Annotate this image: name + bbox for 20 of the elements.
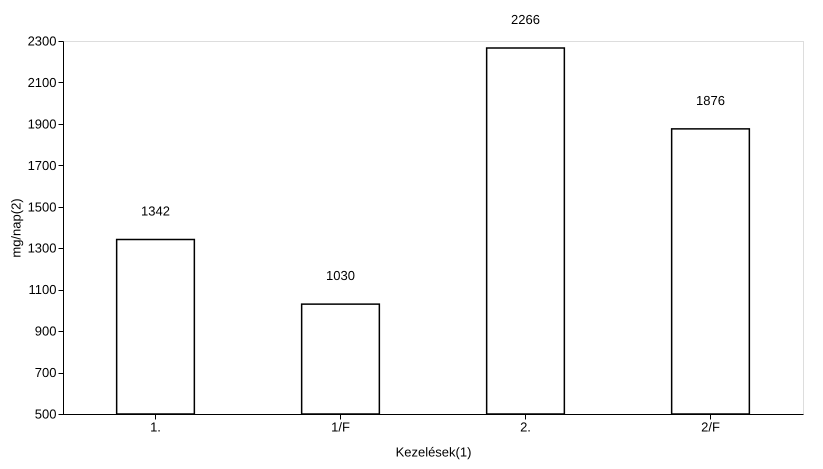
y-tick-label: 500 (34, 406, 56, 422)
y-tick-label: 1300 (28, 240, 56, 256)
y-axis-title: mg/nap(2) (8, 198, 24, 258)
y-tick-label: 1900 (28, 116, 56, 132)
x-tick-label: 1. (150, 420, 161, 434)
data-label: 1030 (326, 268, 355, 284)
y-tick-label: 2100 (28, 74, 56, 90)
data-label: 1342 (141, 204, 170, 219)
y-tick-label: 900 (34, 324, 56, 339)
data-label: 1876 (696, 92, 725, 108)
x-tick-label: 2. (520, 420, 531, 434)
y-tick-label: 700 (34, 365, 56, 380)
y-tick-label: 1500 (28, 199, 56, 214)
y-tick-label: 1100 (28, 282, 56, 298)
x-tick-label: 2/F (701, 420, 720, 434)
y-tick-label: 2300 (28, 34, 56, 48)
x-axis-title: Kezelések(1) (396, 444, 472, 460)
x-tick-label: 1/F (331, 420, 350, 434)
data-label: 2266 (511, 12, 540, 28)
y-tick-label: 1700 (28, 158, 56, 173)
